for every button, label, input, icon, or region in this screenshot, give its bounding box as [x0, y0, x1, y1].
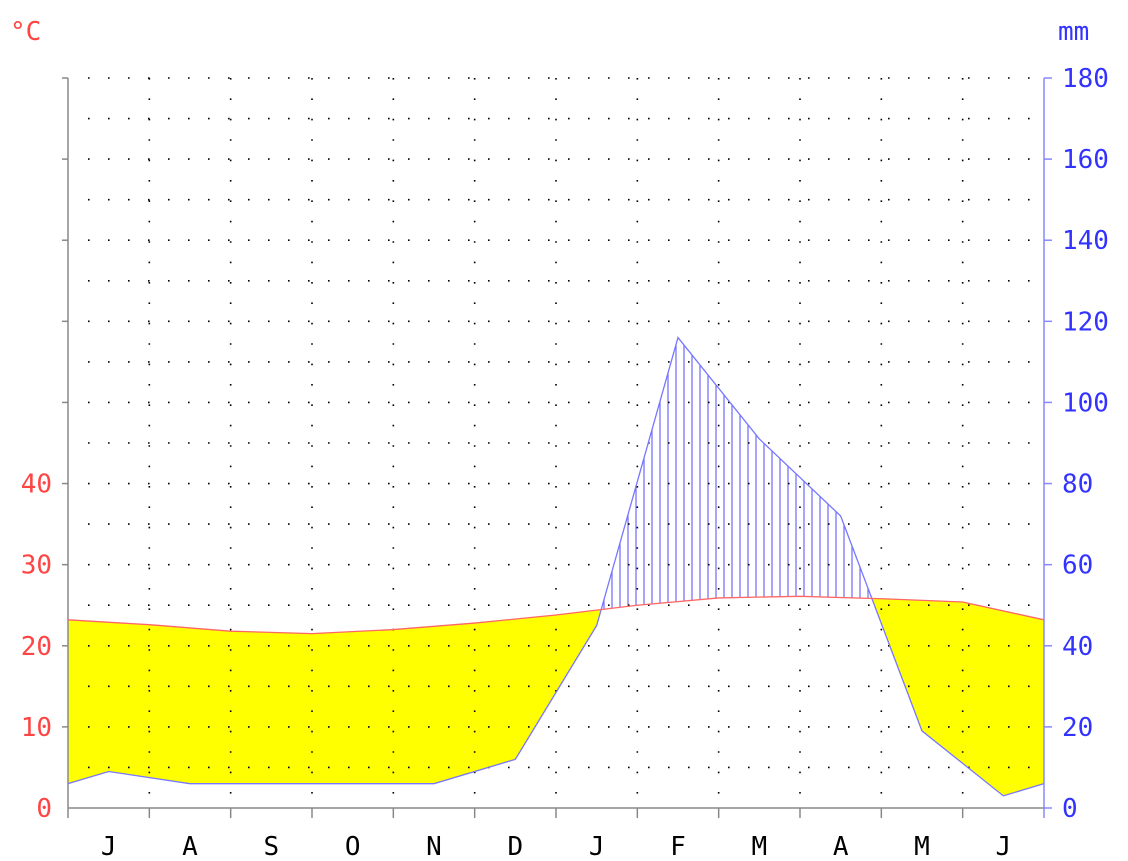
right-tick-label: 80: [1062, 470, 1093, 500]
left-tick-label: 0: [36, 794, 52, 824]
month-label: M: [752, 832, 768, 861]
line-layer: [67, 336, 1045, 797]
month-label: S: [264, 832, 280, 861]
right-tick-label: 160: [1062, 145, 1109, 175]
left-tick-label: 40: [21, 470, 52, 500]
left-tick-label: 30: [21, 551, 52, 581]
month-label: A: [833, 832, 849, 861]
month-label: O: [345, 832, 361, 861]
humid-season-area: [600, 337, 872, 612]
month-label: J: [996, 832, 1012, 861]
temperature-line: [67, 595, 1045, 635]
right-tick-label: 140: [1062, 226, 1109, 256]
month-label: D: [508, 832, 524, 861]
month-label: M: [914, 832, 930, 861]
dry-season-area: [871, 597, 1044, 796]
right-tick-label: 20: [1062, 713, 1093, 743]
month-label: A: [182, 832, 198, 861]
month-label: N: [426, 832, 442, 861]
left-tick-label: 10: [21, 713, 52, 743]
month-label: J: [101, 832, 117, 861]
right-tick-label: 120: [1062, 307, 1109, 337]
precipitation-line: [67, 336, 1045, 797]
dry-season-area: [68, 609, 601, 784]
label-layer: °C mm 0 10 20 30 40 0 20 40 60 80 100 120 140 160 180 J…: [10, 17, 1109, 861]
month-label: F: [670, 832, 686, 861]
month-label: J: [589, 832, 605, 861]
fill-layer: [68, 337, 1044, 796]
right-tick-label: 60: [1062, 551, 1093, 581]
right-tick-label: 180: [1062, 64, 1109, 94]
right-tick-label: 0: [1062, 794, 1078, 824]
left-axis-unit-label: °C: [10, 17, 41, 47]
left-tick-label: 20: [21, 632, 52, 662]
right-tick-label: 40: [1062, 632, 1093, 662]
right-tick-label: 100: [1062, 388, 1109, 418]
axis-layer: [62, 77, 1052, 818]
right-axis-unit-label: mm: [1058, 17, 1089, 47]
